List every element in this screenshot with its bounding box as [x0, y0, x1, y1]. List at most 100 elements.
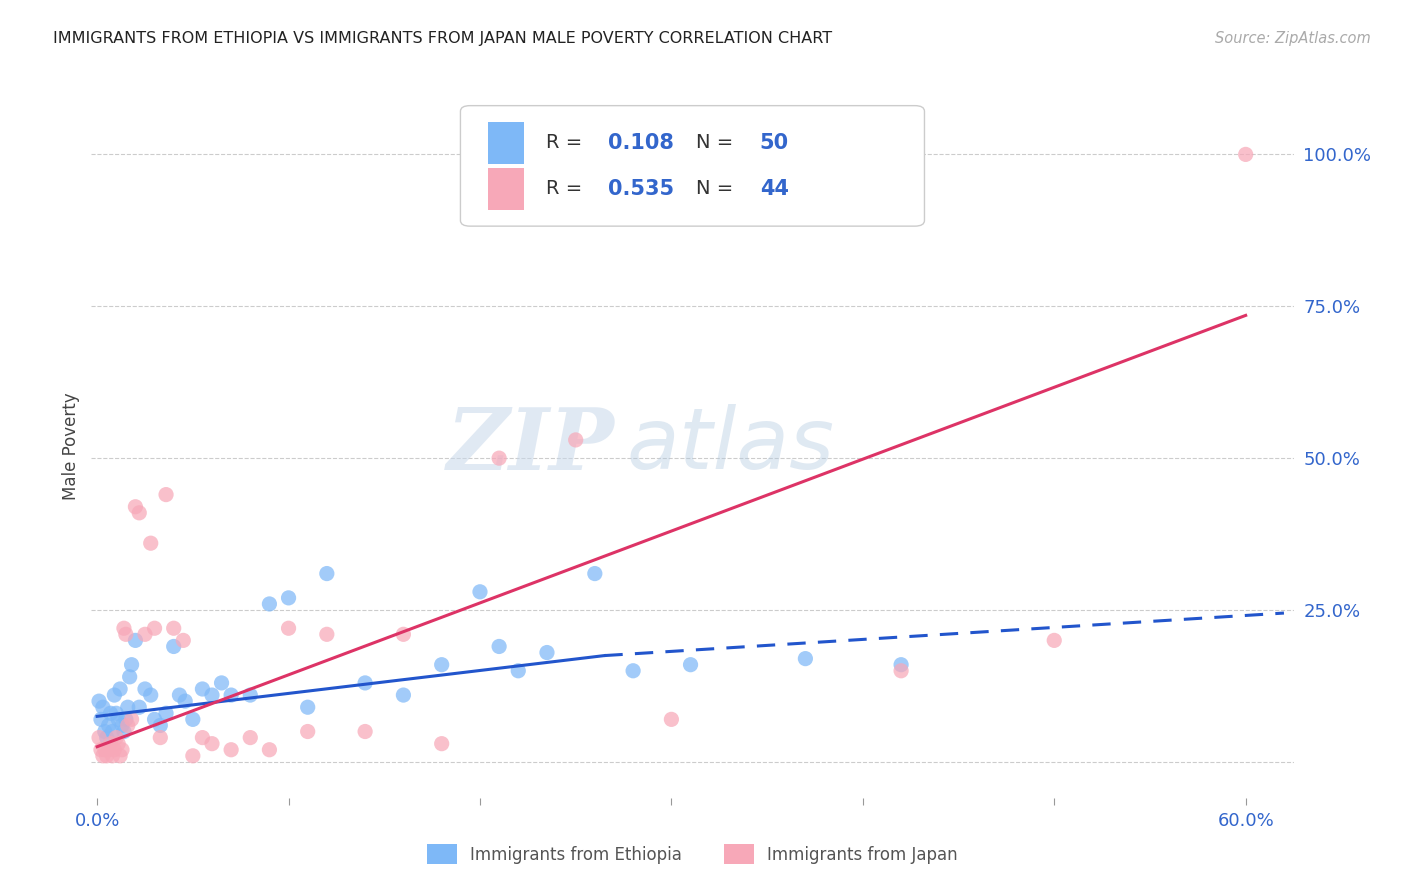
Point — [890, 657, 912, 672]
Point — [679, 657, 702, 672]
Point — [155, 487, 177, 501]
Point — [117, 700, 139, 714]
Point — [149, 718, 172, 732]
Point — [100, 706, 122, 721]
Point — [105, 731, 128, 745]
Point — [354, 724, 377, 739]
Point — [121, 712, 143, 726]
Point — [107, 712, 129, 726]
Point — [315, 627, 337, 641]
Point — [621, 664, 644, 678]
Point — [117, 718, 139, 732]
Point — [392, 627, 415, 641]
Point — [297, 700, 319, 714]
Point — [87, 731, 110, 745]
Point — [564, 433, 586, 447]
Point — [143, 712, 166, 726]
Point — [488, 640, 510, 654]
Point — [94, 724, 117, 739]
Point — [315, 566, 337, 581]
Point — [100, 737, 122, 751]
FancyBboxPatch shape — [460, 105, 925, 227]
Point — [103, 688, 125, 702]
Point — [219, 743, 242, 757]
Point — [239, 688, 262, 702]
Point — [259, 743, 281, 757]
Text: 44: 44 — [759, 178, 789, 199]
Point — [134, 681, 156, 696]
FancyBboxPatch shape — [488, 168, 524, 210]
Point — [124, 633, 146, 648]
Point — [468, 584, 491, 599]
Text: ZIP: ZIP — [447, 404, 614, 488]
Point — [583, 566, 606, 581]
Text: 0.535: 0.535 — [609, 178, 675, 199]
Point — [890, 664, 912, 678]
Text: N =: N = — [696, 179, 740, 198]
Legend: Immigrants from Ethiopia, Immigrants from Japan: Immigrants from Ethiopia, Immigrants fro… — [420, 838, 965, 871]
Point — [163, 640, 186, 654]
Point — [508, 664, 530, 678]
Point — [101, 748, 124, 763]
Point — [149, 731, 172, 745]
Point — [191, 731, 214, 745]
Point — [201, 737, 224, 751]
Point — [108, 681, 131, 696]
Point — [139, 536, 162, 550]
Point — [139, 688, 162, 702]
Point — [111, 743, 134, 757]
Text: Source: ZipAtlas.com: Source: ZipAtlas.com — [1215, 31, 1371, 46]
Point — [96, 748, 118, 763]
Point — [1043, 633, 1066, 648]
Point — [297, 724, 319, 739]
Point — [174, 694, 197, 708]
Point — [90, 743, 112, 757]
Point — [87, 694, 110, 708]
Point — [661, 712, 683, 726]
Point — [91, 748, 114, 763]
Point — [211, 676, 233, 690]
Text: 0.108: 0.108 — [609, 133, 675, 153]
Point — [239, 731, 262, 745]
Point — [121, 657, 143, 672]
Point — [91, 700, 114, 714]
Point — [191, 681, 214, 696]
Point — [155, 706, 177, 721]
Point — [277, 621, 299, 635]
Text: 50: 50 — [759, 133, 789, 153]
Point — [181, 748, 204, 763]
Point — [169, 688, 191, 702]
Point — [94, 743, 117, 757]
Point — [163, 621, 186, 635]
Point — [201, 688, 224, 702]
Point — [1234, 147, 1257, 161]
Point — [108, 748, 131, 763]
Point — [97, 718, 120, 732]
Text: R =: R = — [546, 134, 588, 153]
Point — [96, 731, 118, 745]
Point — [103, 743, 125, 757]
Text: N =: N = — [696, 134, 740, 153]
Point — [128, 700, 150, 714]
Point — [172, 633, 194, 648]
Point — [536, 646, 558, 660]
Point — [134, 627, 156, 641]
Point — [112, 724, 135, 739]
FancyBboxPatch shape — [488, 122, 524, 164]
Y-axis label: Male Poverty: Male Poverty — [62, 392, 80, 500]
Point — [115, 712, 138, 726]
Point — [392, 688, 415, 702]
Point — [128, 506, 150, 520]
Point — [115, 627, 138, 641]
Point — [277, 591, 299, 605]
Point — [430, 657, 453, 672]
Point — [105, 706, 128, 721]
Point — [488, 451, 510, 466]
Point — [124, 500, 146, 514]
Point — [107, 737, 129, 751]
Point — [430, 737, 453, 751]
Point — [219, 688, 242, 702]
Point — [90, 712, 112, 726]
Point — [354, 676, 377, 690]
Point — [118, 670, 141, 684]
